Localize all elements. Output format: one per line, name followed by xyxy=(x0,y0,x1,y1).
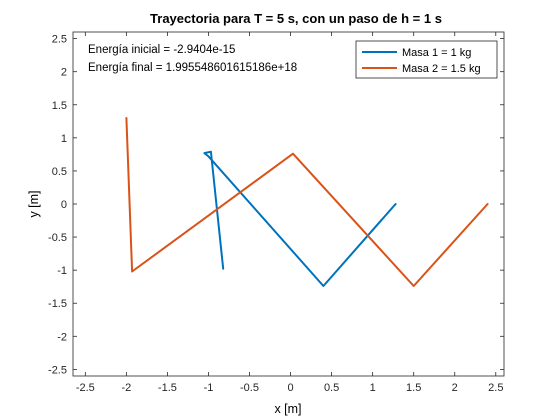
x-tick-label: 1.5 xyxy=(406,382,421,394)
x-tick-label: 0 xyxy=(287,382,293,394)
x-tick-label: -2.5 xyxy=(76,382,95,394)
y-tick-label: 1.5 xyxy=(52,100,67,112)
y-axis-label: y [m] xyxy=(27,190,41,217)
series-line-masa-2 xyxy=(125,117,489,287)
plot-area xyxy=(72,31,505,377)
y-tick-label: -2.5 xyxy=(48,364,67,376)
x-tick-label: -2 xyxy=(121,382,131,394)
legend: Masa 1 = 1 kg Masa 2 = 1.5 kg xyxy=(355,40,498,79)
x-tick-label: -1 xyxy=(204,382,214,394)
y-tick-label: 1 xyxy=(61,133,67,145)
annotation-initial-energy: Energía inicial = -2.9404e-15 xyxy=(88,44,235,56)
series-line-masa-1 xyxy=(203,150,397,287)
annotation-final-energy: Energía final = 1.995548601615186e+18 xyxy=(88,62,297,74)
y-tick-label: -2 xyxy=(57,331,67,343)
x-axis-ticks: -2.5 -2 -1.5 -1 -0.5 0 0.5 1 1.5 2 2.5 xyxy=(76,32,503,394)
legend-label-masa-1: Masa 1 = 1 kg xyxy=(402,47,471,59)
x-tick-label: -0.5 xyxy=(240,382,259,394)
x-tick-label: -1.5 xyxy=(158,382,177,394)
y-tick-label: -0.5 xyxy=(48,232,67,244)
chart-title: Trayectoria para T = 5 s, con un paso de… xyxy=(150,11,442,26)
y-tick-label: -1.5 xyxy=(48,298,67,310)
x-tick-label: 1 xyxy=(370,382,376,394)
y-tick-label: -1 xyxy=(57,265,67,277)
legend-box xyxy=(355,40,498,79)
x-tick-label: 2.5 xyxy=(488,382,503,394)
y-tick-label: 2.5 xyxy=(52,34,67,46)
x-axis-label: x [m] xyxy=(274,402,301,416)
legend-label-masa-2: Masa 2 = 1.5 kg xyxy=(402,63,481,75)
x-tick-label: 2 xyxy=(452,382,458,394)
y-axis-ticks: -2.5 -2 -1.5 -1 -0.5 0 0.5 1 1.5 2 2.5 xyxy=(48,34,504,376)
y-tick-label: 2 xyxy=(61,67,67,79)
y-tick-label: 0 xyxy=(61,199,67,211)
y-tick-label: 0.5 xyxy=(52,166,67,178)
x-tick-label: 0.5 xyxy=(324,382,339,394)
series-layer xyxy=(125,117,489,287)
